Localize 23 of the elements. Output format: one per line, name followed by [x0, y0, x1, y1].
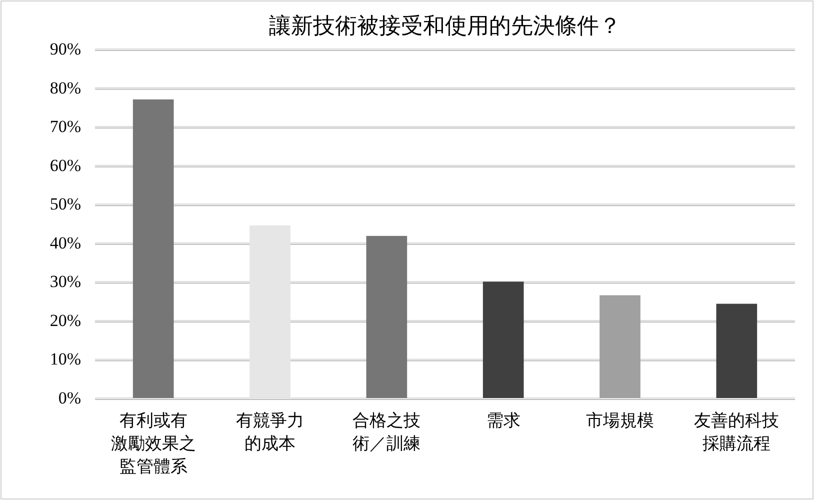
bar	[132, 99, 174, 398]
y-tick-label: 50%	[50, 194, 81, 214]
x-tick-label: 市場規模	[586, 411, 654, 430]
y-tick-label: 80%	[50, 78, 81, 98]
y-tick-label: 60%	[50, 156, 81, 175]
y-tick-label: 90%	[50, 40, 81, 58]
y-tick-label: 40%	[50, 233, 81, 252]
y-tick-label: 70%	[50, 117, 81, 136]
bar	[716, 304, 758, 398]
y-tick-label: 20%	[50, 310, 81, 330]
y-tick-label: 10%	[50, 350, 81, 369]
x-tick-label: 有競爭力的成本	[236, 411, 304, 453]
y-tick-label: 30%	[50, 272, 81, 292]
x-tick-label: 合格之技術／訓練	[352, 411, 421, 453]
x-tick-label: 有利或有激勵效果之監管體系	[110, 411, 196, 476]
bar	[482, 282, 524, 398]
chart-title: 讓新技術被接受和使用的先決條件？	[269, 13, 621, 38]
bar	[600, 295, 640, 398]
bar	[366, 236, 408, 398]
bar	[250, 225, 290, 398]
x-tick-label: 需求	[486, 411, 520, 430]
x-tick-label: 友善的科技採購流程	[694, 411, 780, 453]
y-tick-label: 0%	[58, 388, 81, 408]
